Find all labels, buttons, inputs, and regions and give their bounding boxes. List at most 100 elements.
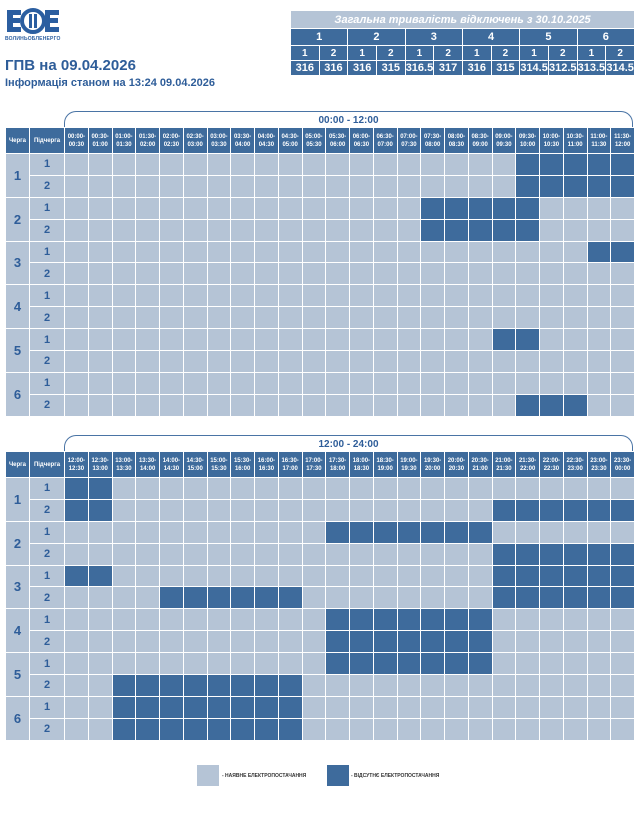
legend-outage-swatch [327, 765, 349, 786]
power-cell [610, 284, 635, 308]
subqueue-label: 2 [29, 630, 65, 654]
power-cell [277, 542, 303, 566]
power-cell [420, 695, 445, 719]
power-cell [420, 153, 445, 176]
outage-cell [396, 520, 422, 544]
power-cell [182, 393, 208, 417]
outage-cell [610, 542, 635, 566]
power-cell [159, 393, 184, 417]
time-slot-header: 03:00- 03:30 [206, 127, 232, 154]
power-cell [467, 542, 493, 566]
power-cell [610, 717, 635, 741]
outage-cell [64, 477, 89, 500]
power-cell [610, 630, 635, 654]
power-cell [444, 393, 469, 417]
power-cell [539, 350, 564, 373]
power-cell [135, 498, 160, 522]
power-cell [396, 498, 422, 522]
period-tab-morning: 00:00 - 12:00 [64, 111, 633, 129]
time-slot-header: 01:00- 01:30 [111, 127, 137, 154]
outage-cell [254, 674, 279, 697]
outage-cell [586, 153, 612, 176]
power-cell [111, 477, 137, 500]
summary-duration-value: 312.5 [547, 60, 578, 76]
power-cell [586, 520, 612, 544]
power-cell [491, 520, 517, 544]
power-cell [87, 608, 113, 632]
power-cell [491, 674, 517, 697]
time-slot-header: 17:30- 18:00 [325, 451, 350, 478]
power-cell [277, 350, 303, 373]
power-cell [111, 350, 137, 373]
power-cell [230, 218, 255, 242]
legend-available-swatch [197, 765, 219, 786]
power-cell [372, 717, 398, 741]
power-cell [206, 262, 232, 286]
power-cell [610, 674, 635, 697]
company-logo: ВОЛИНЬОБЛЕНЕРГО [5, 8, 61, 42]
summary-subqueue-label: 1 [576, 45, 607, 61]
time-slot-header: 07:30- 08:00 [420, 127, 445, 154]
outage-cell [610, 153, 635, 176]
power-cell [515, 652, 540, 676]
time-slot-header: 05:30- 06:00 [325, 127, 350, 154]
outage-cell [562, 586, 588, 610]
outage-cell [277, 695, 303, 719]
power-cell [111, 498, 137, 522]
power-cell [182, 153, 208, 176]
queue-label: 1 [5, 477, 30, 522]
power-cell [64, 240, 89, 264]
time-slot-header: 20:00- 20:30 [444, 451, 469, 478]
outage-cell [87, 477, 113, 500]
power-cell [539, 717, 564, 741]
power-cell [230, 196, 255, 220]
summary-heading: Загальна тривалість відключень з 30.10.2… [290, 10, 635, 29]
power-cell [539, 328, 564, 352]
outage-cell [515, 542, 540, 566]
time-slot-header: 22:00- 22:30 [539, 451, 564, 478]
power-cell [467, 350, 493, 373]
power-cell [159, 284, 184, 308]
time-slot-header: 20:30- 21:00 [467, 451, 493, 478]
time-slot-header: 14:30- 15:00 [182, 451, 208, 478]
outage-cell [491, 328, 517, 352]
info-timestamp: Інформація станом на 13:24 09.04.2026 [5, 77, 215, 89]
time-slot-header: 12:00- 12:30 [64, 451, 89, 478]
outage-cell [444, 218, 469, 242]
summary-duration-value: 316 [347, 60, 377, 76]
power-cell [467, 498, 493, 522]
power-cell [467, 153, 493, 176]
power-cell [325, 306, 350, 330]
outage-cell [254, 695, 279, 719]
power-cell [586, 371, 612, 395]
power-cell [182, 240, 208, 264]
outage-cell [182, 586, 208, 610]
power-cell [562, 695, 588, 719]
outage-cell [610, 564, 635, 588]
outage-cell [467, 630, 493, 654]
summary-duration-value: 314.5 [519, 60, 549, 76]
power-cell [135, 306, 160, 330]
outage-cell [420, 608, 445, 632]
power-cell [87, 586, 113, 610]
power-cell [206, 350, 232, 373]
power-cell [254, 153, 279, 176]
power-cell [230, 477, 255, 500]
power-cell [206, 520, 232, 544]
power-cell [372, 542, 398, 566]
time-slot-header: 09:30- 10:00 [515, 127, 540, 154]
power-cell [444, 586, 469, 610]
power-cell [159, 174, 184, 198]
power-cell [610, 652, 635, 676]
power-cell [277, 371, 303, 395]
power-cell [396, 695, 422, 719]
queue-label: 3 [5, 240, 30, 286]
subqueue-label: 2 [29, 262, 65, 286]
power-cell [539, 196, 564, 220]
outage-cell [277, 717, 303, 741]
column-header-subqueue: Підчерга [29, 451, 65, 478]
power-cell [301, 564, 327, 588]
power-cell [444, 371, 469, 395]
